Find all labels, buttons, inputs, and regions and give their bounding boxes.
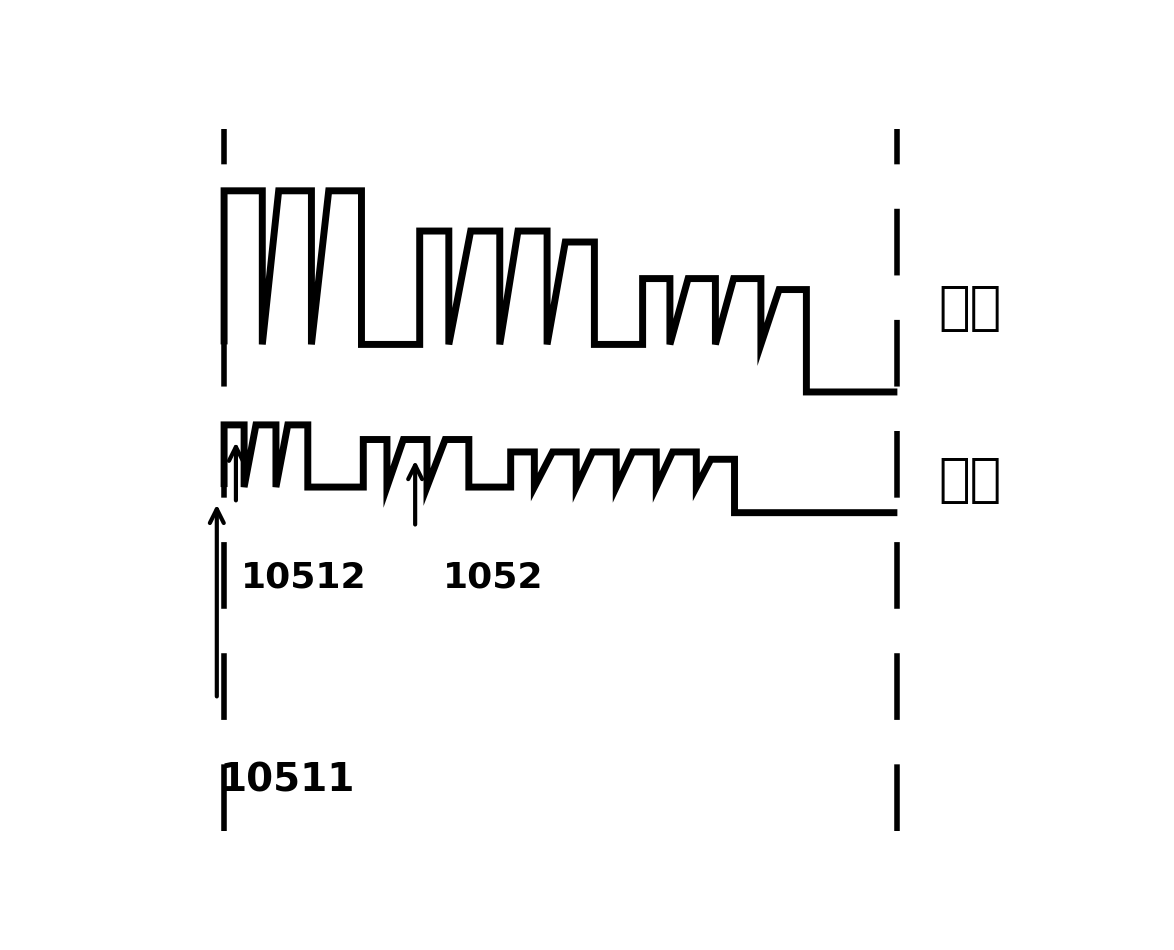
Text: 10512: 10512: [241, 560, 366, 594]
Text: 1052: 1052: [443, 560, 542, 594]
Text: 价带: 价带: [938, 454, 1001, 505]
Text: 10511: 10511: [220, 761, 355, 799]
Text: 导带: 导带: [938, 282, 1001, 333]
